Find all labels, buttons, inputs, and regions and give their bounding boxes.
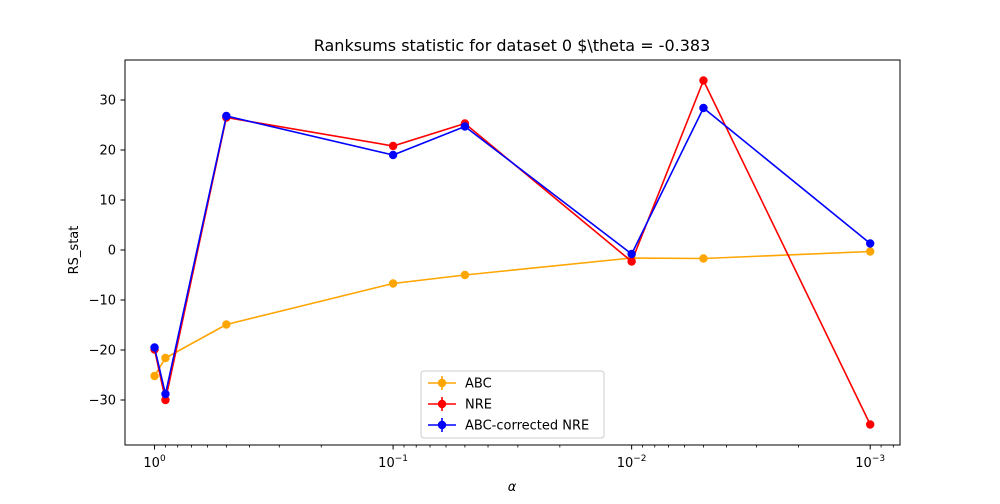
series-line-abc-corrected-nre: [153, 106, 871, 395]
data-point-abc-corrected-nre: [161, 389, 170, 399]
data-point-abc: [388, 279, 398, 288]
data-point-abc-corrected-nre: [627, 249, 636, 259]
data-point-abc-corrected-nre: [150, 343, 159, 352]
series-line-nre: [153, 78, 871, 425]
data-point-abc-corrected-nre: [460, 122, 470, 131]
data-point-abc: [460, 270, 470, 280]
data-point-abc: [865, 247, 875, 256]
legend-marker-abc: [437, 378, 447, 388]
y-axis-label: RS_stat: [67, 226, 82, 275]
axes-frame: [124, 59, 901, 446]
data-point-nre: [388, 141, 398, 151]
data-point-nre: [161, 395, 170, 405]
data-point-abc: [699, 254, 708, 263]
data-point-abc: [150, 371, 159, 381]
legend-marker-nre: [437, 399, 447, 409]
data-point-nre: [865, 420, 875, 429]
data-point-abc-corrected-nre: [699, 103, 708, 113]
legend-label-abc-corrected-nre: ABC-corrected NRE: [465, 419, 589, 434]
y-tick-label: 30: [99, 94, 116, 109]
data-point-abc-corrected-nre: [222, 111, 231, 121]
chart-title: Ranksums statistic for dataset 0 $\theta…: [314, 36, 711, 55]
data-point-nre: [627, 257, 636, 266]
data-point-abc-corrected-nre: [865, 239, 875, 248]
series-abc-corrected-nre: [150, 103, 875, 399]
y-tick-label: 0: [108, 244, 116, 259]
legend-marker-abc-corrected-nre: [437, 420, 447, 430]
legend-box: [420, 370, 605, 439]
y-tick-label: −10: [89, 294, 116, 309]
legend: ABC NRE ABC-corrected NRE: [420, 370, 605, 439]
y-tick-label: −20: [89, 344, 116, 359]
y-tick-label: −30: [89, 394, 116, 409]
y-tick-label: 10: [99, 194, 116, 209]
legend-label-abc: ABC: [465, 377, 492, 392]
data-point-abc-corrected-nre: [388, 150, 398, 160]
data-point-abc: [222, 320, 231, 329]
data-point-abc: [161, 353, 170, 363]
y-tick-label: 20: [99, 144, 116, 159]
data-point-nre: [699, 76, 708, 85]
series-nre: [150, 76, 875, 429]
x-axis-label: α: [508, 480, 517, 495]
legend-label-nre: NRE: [465, 398, 492, 413]
